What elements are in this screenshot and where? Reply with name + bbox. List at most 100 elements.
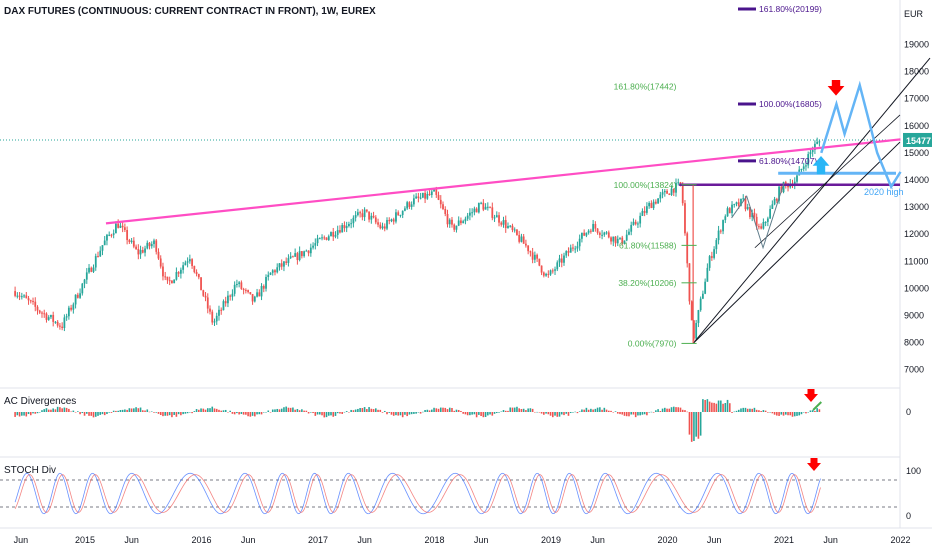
candle-body	[361, 213, 364, 218]
candle-body	[206, 297, 209, 309]
ac-bar	[381, 412, 384, 413]
candle-body	[659, 194, 662, 199]
ac-bar	[144, 410, 146, 412]
candle-body	[175, 272, 178, 280]
ac-bar	[614, 411, 617, 412]
ac-bar	[177, 412, 180, 415]
ac-tick-label: 0	[906, 407, 911, 417]
ac-bar	[525, 410, 527, 412]
candle-body	[238, 282, 241, 285]
ac-bar	[128, 408, 131, 412]
ac-bar	[560, 412, 563, 415]
last-price-value: 15477	[906, 136, 931, 146]
candle-body	[796, 175, 798, 182]
candle-body	[426, 193, 429, 199]
candle-body	[652, 201, 655, 209]
ac-bar	[204, 409, 207, 412]
candle-body	[419, 197, 422, 199]
candle-body	[209, 308, 211, 312]
candle-body	[475, 208, 478, 213]
candle-body	[710, 256, 713, 258]
candle-body	[805, 165, 807, 167]
ac-bar	[437, 408, 440, 412]
ac-bar	[348, 412, 350, 413]
ac-bar	[318, 412, 321, 415]
ac-bar	[254, 412, 256, 417]
candle-body	[421, 192, 424, 198]
candle-body	[363, 209, 366, 218]
candle-body	[713, 249, 715, 258]
ac-bar	[29, 412, 32, 416]
ac-bar	[767, 412, 769, 413]
ac-bar	[153, 412, 155, 413]
candle-body	[480, 202, 482, 204]
candle-body	[601, 234, 603, 236]
candle-body	[85, 272, 88, 280]
ac-bar	[764, 410, 767, 412]
candle-body	[388, 220, 391, 222]
candle-body	[249, 292, 252, 295]
ac-bar	[567, 412, 570, 416]
ac-bar	[798, 412, 801, 416]
candle-body	[540, 265, 543, 273]
ac-bar	[453, 410, 456, 412]
down-arrow-icon	[804, 389, 818, 402]
candle-body	[412, 198, 415, 205]
ac-bar	[146, 409, 149, 412]
candle-body	[507, 225, 509, 229]
ac-bar	[227, 412, 229, 413]
ac-bar	[576, 412, 579, 414]
ac-bar	[108, 412, 110, 413]
ac-bar	[368, 407, 370, 412]
candle-body	[724, 216, 727, 221]
candle-body	[92, 267, 95, 272]
candle-body	[404, 208, 406, 211]
candle-body	[377, 222, 379, 225]
candle-body	[164, 276, 167, 278]
price-tick-label: 18000	[904, 67, 929, 77]
candle-body	[285, 261, 288, 263]
candle-body	[168, 280, 171, 282]
candle-body	[634, 221, 637, 225]
candle-body	[650, 203, 653, 209]
candle-body	[260, 285, 263, 297]
ac-bar	[755, 409, 758, 412]
candle-body	[224, 301, 227, 304]
ac-bar	[551, 412, 554, 418]
candle-body	[677, 182, 680, 184]
ac-bar	[731, 412, 733, 413]
ac-bar	[500, 411, 503, 413]
candle-body	[267, 274, 270, 277]
candle-body	[305, 250, 308, 252]
time-tick-label: Jun	[823, 535, 838, 545]
ac-bar	[805, 412, 807, 414]
ac-bar	[101, 412, 104, 415]
candle-body	[106, 234, 108, 241]
ac-bar	[180, 412, 182, 416]
ac-bar	[648, 412, 650, 413]
candle-body	[619, 237, 621, 239]
ac-bar	[404, 412, 406, 415]
candle-body	[76, 294, 79, 298]
price-tick-label: 15000	[904, 148, 929, 158]
candle-body	[551, 270, 554, 272]
candle-body	[307, 250, 310, 254]
candle-body	[32, 300, 34, 302]
candle-body	[213, 321, 216, 323]
time-tick-label: Jun	[14, 535, 29, 545]
candle-body	[773, 198, 776, 205]
ac-bar	[47, 409, 50, 412]
ac-bar	[218, 409, 220, 412]
candle-body	[81, 283, 84, 294]
candle-body	[668, 193, 671, 195]
candle-body	[583, 232, 586, 236]
candle-body	[621, 237, 624, 244]
ac-bar	[646, 412, 648, 416]
candle-body	[468, 212, 471, 216]
candle-body	[72, 304, 75, 310]
candle-body	[643, 210, 646, 213]
ac-bar	[693, 412, 695, 441]
candle-body	[166, 276, 169, 281]
candle-body	[663, 190, 666, 193]
